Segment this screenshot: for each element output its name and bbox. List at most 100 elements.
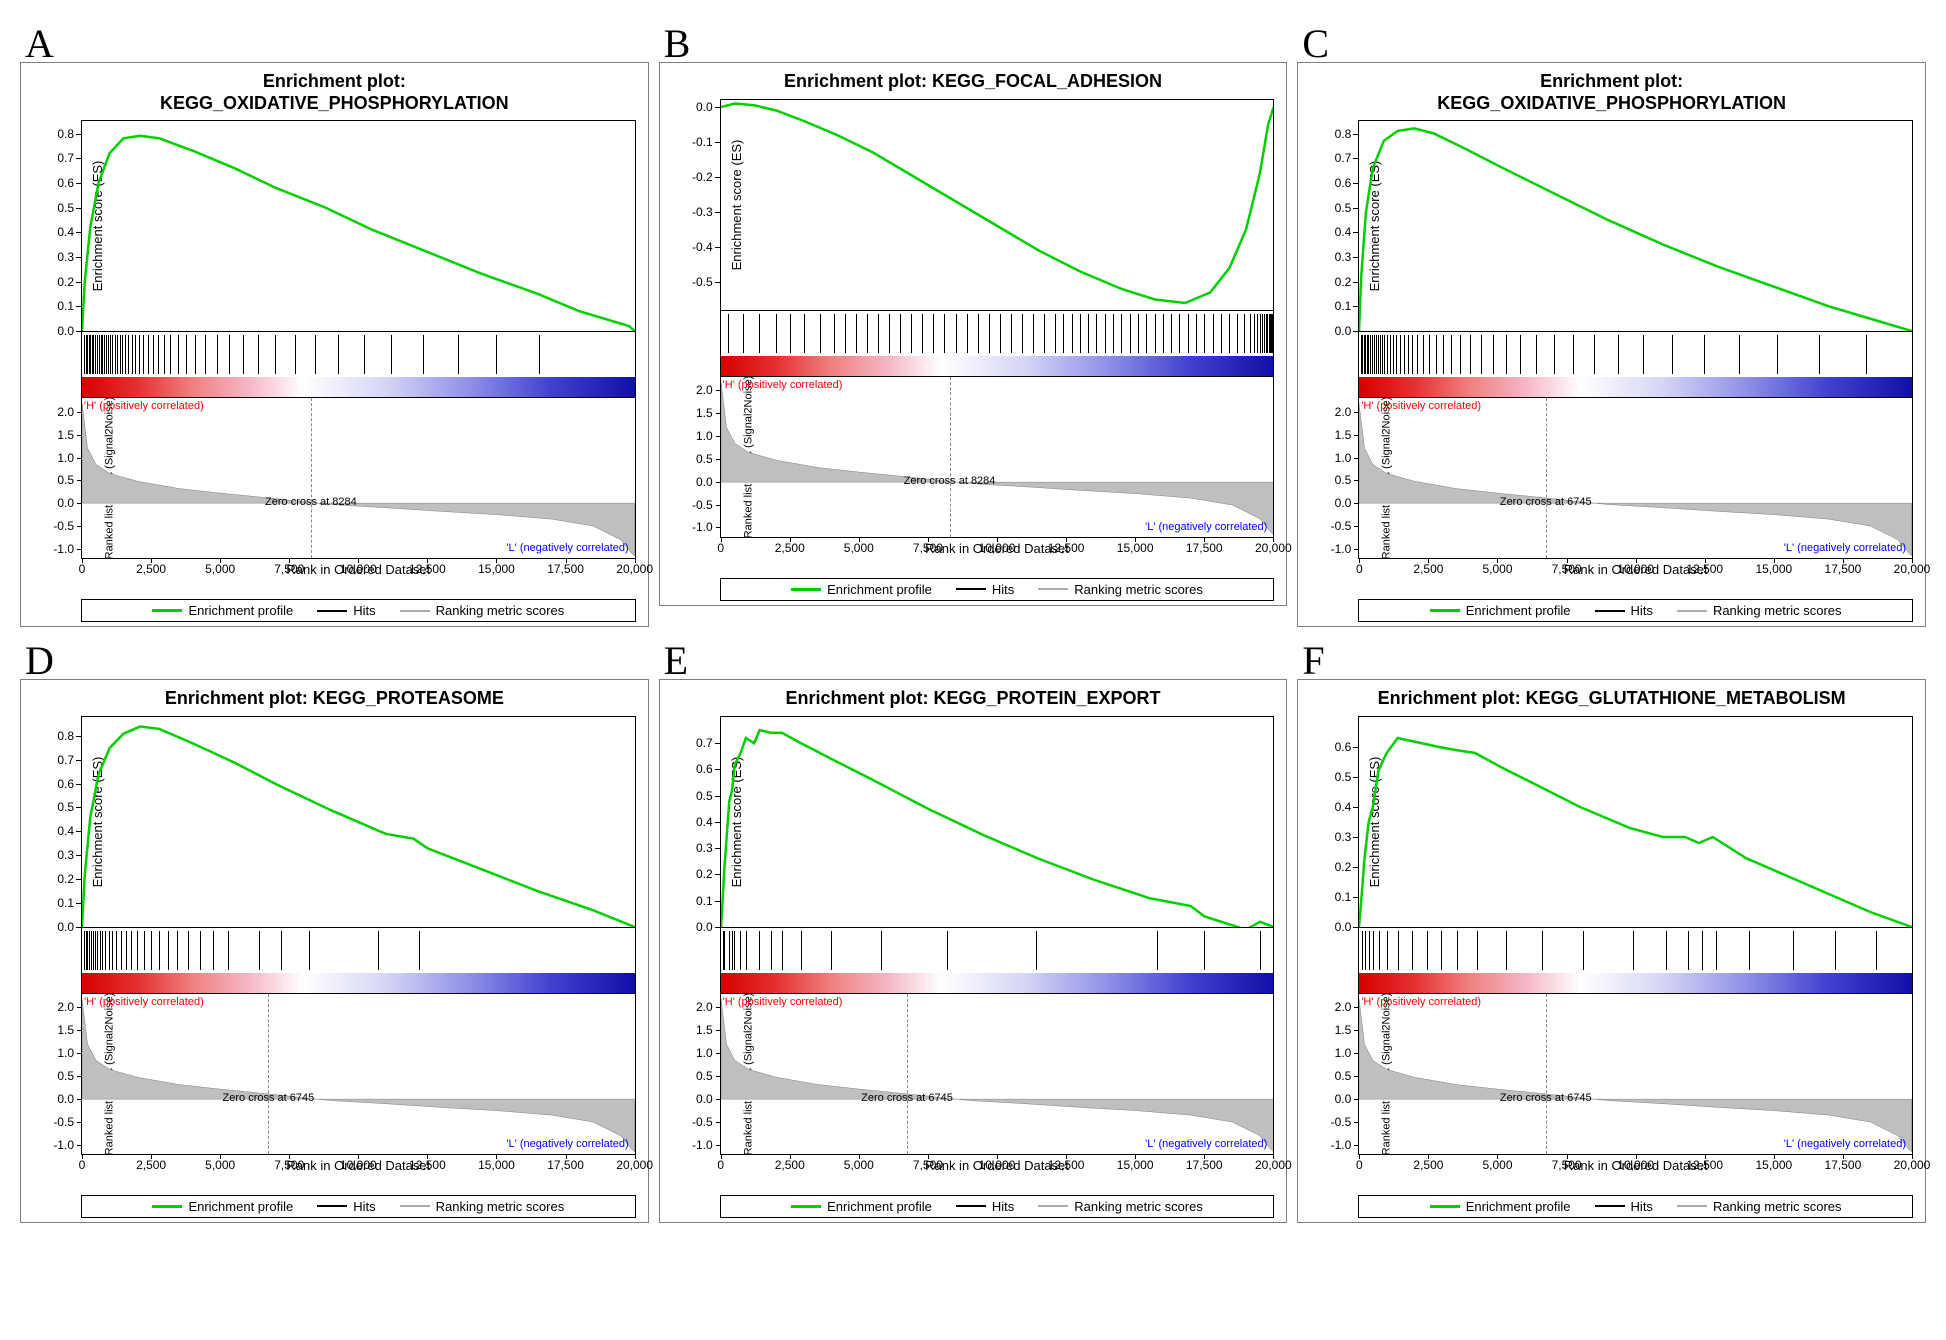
legend-label: Enrichment profile (1466, 1199, 1571, 1214)
hit-tick (1702, 931, 1703, 970)
hit-tick (728, 314, 729, 353)
rm-tick-label: 0.5 (1321, 473, 1351, 487)
es-tick-label: 0.2 (1321, 860, 1351, 874)
neg-corr-label: 'L' (negatively correlated) (1145, 1138, 1267, 1150)
es-curve-svg (82, 121, 635, 331)
x-tick-label: 20,000 (1255, 541, 1292, 555)
hit-tick (97, 931, 98, 970)
rm-tick-label: -0.5 (683, 1115, 713, 1129)
hit-tick (1493, 335, 1494, 374)
hit-tick (1542, 931, 1543, 970)
rm-tick-label: -0.5 (1321, 1115, 1351, 1129)
hit-tick (1688, 931, 1689, 970)
hit-tick (743, 314, 744, 353)
es-tick-label: 0.3 (683, 841, 713, 855)
x-tick-label: 5,000 (205, 562, 235, 576)
x-tick-label: 0 (79, 1158, 86, 1172)
gradient-bar (81, 377, 636, 397)
x-tick-label: 17,500 (547, 562, 584, 576)
x-tick-label: 2,500 (136, 1158, 166, 1172)
es-curve-svg (721, 717, 1274, 927)
hit-tick (205, 335, 206, 374)
legend: Enrichment profileHitsRanking metric sco… (81, 1195, 636, 1218)
panel-D: DEnrichment plot: KEGG_PROTEASOMEEnrichm… (20, 637, 649, 1244)
hit-tick (1749, 931, 1750, 970)
es-tick-label: 0.5 (1321, 201, 1351, 215)
legend-label: Hits (992, 1199, 1014, 1214)
legend-swatch (1677, 610, 1707, 612)
hit-tick (759, 314, 760, 353)
legend-item: Ranking metric scores (1677, 1199, 1842, 1214)
hit-tick (496, 335, 497, 374)
pos-corr-label: 'H' (positively correlated) (723, 996, 843, 1008)
neg-corr-label: 'L' (negatively correlated) (506, 1138, 628, 1150)
legend-item: Enrichment profile (152, 1199, 293, 1214)
hit-tick (1022, 314, 1023, 353)
hit-tick (956, 314, 957, 353)
ranked-metric-plot: Ranked list metric (Signal2Noise)-1.0-0.… (1358, 397, 1913, 559)
neg-corr-label: 'L' (negatively correlated) (506, 542, 628, 554)
rm-tick-label: -0.5 (1321, 519, 1351, 533)
hit-tick (120, 335, 121, 374)
hit-tick (1157, 931, 1158, 970)
gradient-bar (1358, 377, 1913, 397)
x-tick-label: 15,000 (478, 562, 515, 576)
pos-corr-label: 'H' (positively correlated) (723, 379, 843, 391)
hit-tick (1113, 314, 1114, 353)
rm-tick-label: 1.0 (1321, 451, 1351, 465)
hit-tick (1237, 314, 1238, 353)
hit-tick (1262, 314, 1263, 353)
hit-tick (1633, 931, 1634, 970)
es-tick-label: 0.7 (1321, 151, 1351, 165)
hit-tick (153, 335, 154, 374)
legend-item: Hits (317, 603, 375, 618)
legend-swatch (1677, 1205, 1707, 1207)
panel-letter: F (1302, 637, 1926, 684)
es-tick-label: 0.5 (44, 201, 74, 215)
rm-tick-label: 0.5 (683, 1069, 713, 1083)
legend-item: Ranking metric scores (1038, 1199, 1203, 1214)
hit-tick (1716, 931, 1717, 970)
hit-tick (889, 314, 890, 353)
rm-tick-label: 1.5 (683, 1023, 713, 1037)
hit-tick (1221, 314, 1222, 353)
hit-tick (178, 335, 179, 374)
x-tick-label: 5,000 (1482, 562, 1512, 576)
hit-tick (159, 931, 160, 970)
legend-swatch (400, 610, 430, 612)
hit-tick (195, 335, 196, 374)
ranked-metric-plot: Ranked list metric (Signal2Noise)-1.0-0.… (720, 376, 1275, 538)
ranked-metric-plot: Ranked list metric (Signal2Noise)-1.0-0.… (81, 397, 636, 559)
hit-tick (967, 314, 968, 353)
hit-tick (1436, 335, 1437, 374)
hit-tick (1130, 314, 1131, 353)
es-tick-label: 0.0 (683, 920, 713, 934)
rm-tick-label: 0.5 (683, 452, 713, 466)
legend-item: Ranking metric scores (400, 603, 565, 618)
es-tick-label: 0.2 (44, 275, 74, 289)
es-curve-svg (721, 100, 1274, 310)
gradient-bar (720, 356, 1275, 376)
hit-tick (112, 931, 113, 970)
legend-label: Hits (992, 582, 1014, 597)
hit-tick (213, 931, 214, 970)
hit-tick (1382, 335, 1383, 374)
hit-tick (978, 314, 979, 353)
panel-letter: A (25, 20, 649, 67)
hit-tick (1666, 931, 1667, 970)
x-tick-label: 15,000 (1755, 562, 1792, 576)
hit-tick (878, 314, 879, 353)
hit-tick (1412, 335, 1413, 374)
hit-tick (1196, 314, 1197, 353)
hit-tick (1573, 335, 1574, 374)
hit-tick (125, 335, 126, 374)
hit-tick (922, 314, 923, 353)
legend-item: Ranking metric scores (400, 1199, 565, 1214)
hit-tick (1506, 931, 1507, 970)
legend-swatch (1038, 1205, 1068, 1207)
rm-tick-label: 1.5 (44, 428, 74, 442)
hit-tick (1477, 931, 1478, 970)
hit-tick (1396, 335, 1397, 374)
hit-tick (804, 314, 805, 353)
x-tick-label: 20,000 (1894, 562, 1931, 576)
